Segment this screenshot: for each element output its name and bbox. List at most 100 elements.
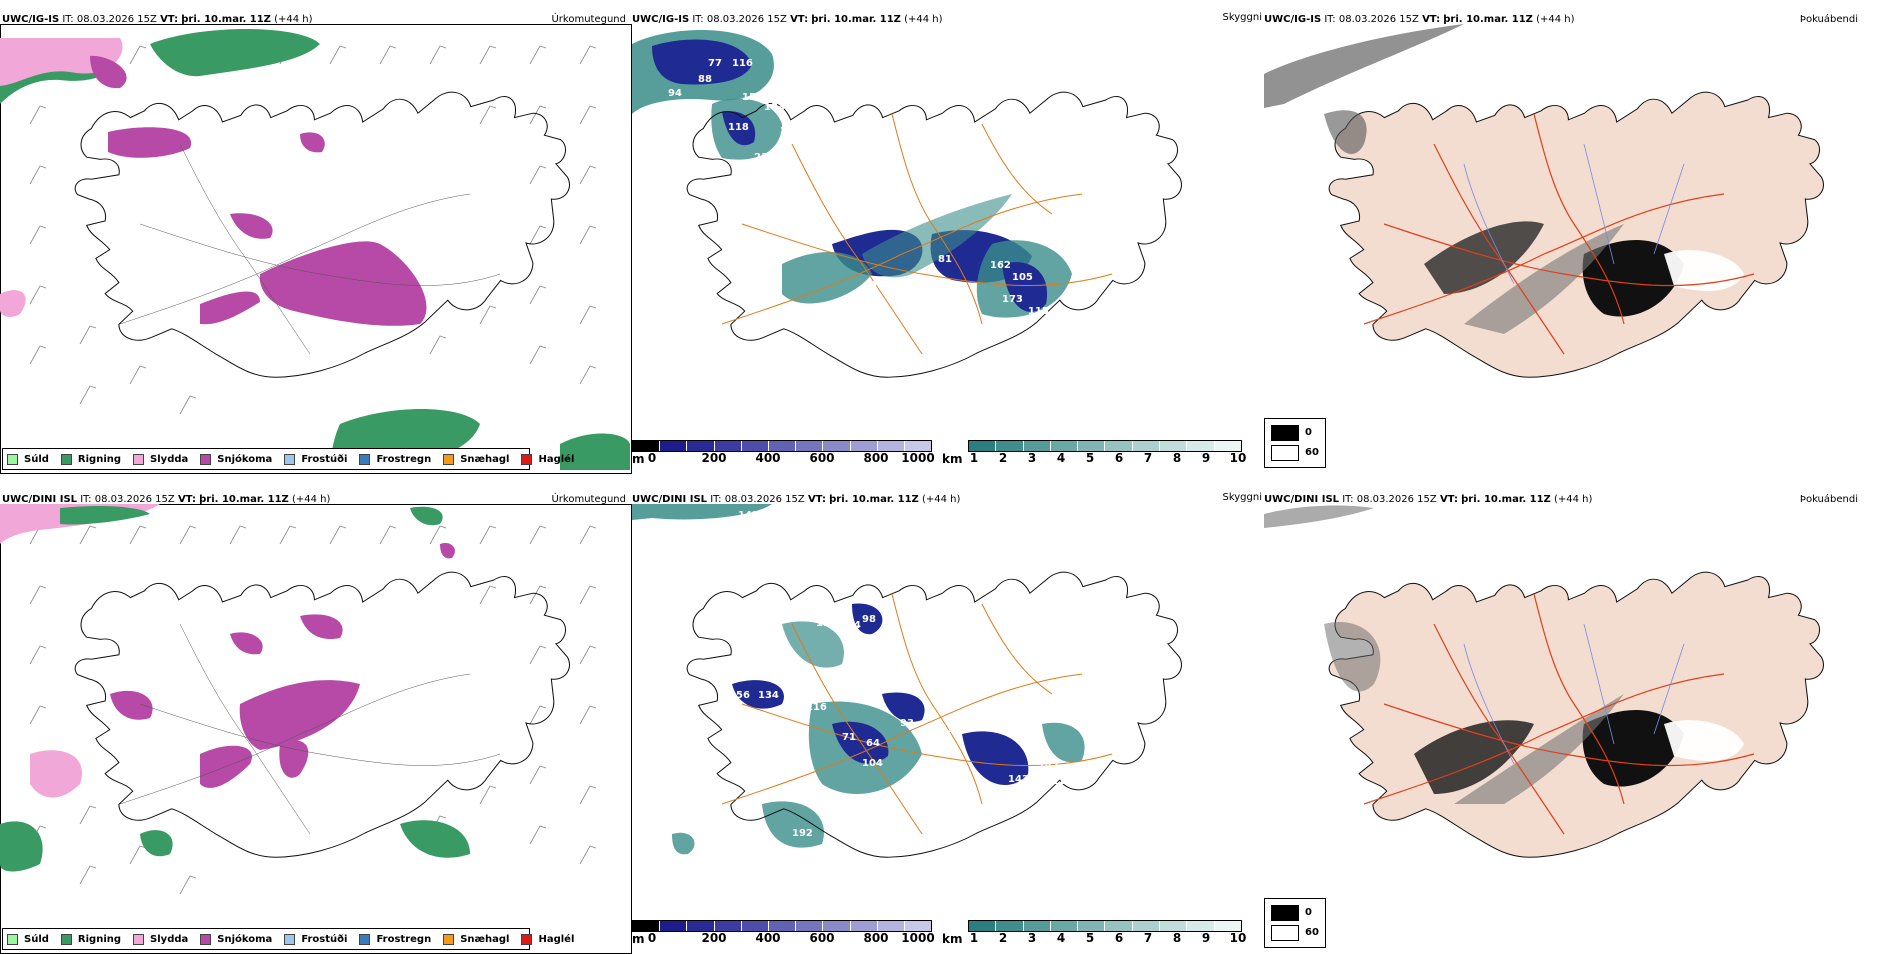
legend-item: Súld (7, 933, 49, 945)
tick-label: 3 (1027, 931, 1037, 945)
map-frame (0, 24, 632, 474)
legend-value-top: 0 (1305, 907, 1312, 918)
visibility-labels: 77 116 88 94 155 123 338 118 214 81 162 … (668, 58, 1066, 357)
tick-label: 7 (1143, 451, 1153, 465)
tick-label: 3 (1027, 451, 1037, 465)
visibility-value: 64 (866, 738, 880, 749)
road-lines (721, 593, 1113, 835)
visibility-value: 315 (910, 770, 931, 781)
valid-time: þri. 10.mar. 11Z (1461, 494, 1551, 505)
legend-swatch (200, 453, 212, 465)
model-name: UWC/IG-IS (1264, 14, 1322, 25)
tick-label: 600 (809, 931, 835, 945)
tick-label: 800 (863, 931, 889, 945)
legend-item: Slydda (133, 933, 188, 945)
fog-index-panel-bottom: UWC/DINI ISL IT: 08.03.2026 15Z VT: þri.… (1264, 490, 1900, 954)
precip-area-snow (259, 241, 427, 326)
panel-title: Þokuábendi (1799, 14, 1858, 25)
tick-label: 1000 (901, 931, 935, 945)
panel-header: UWC/IG-IS IT: 08.03.2026 15Z VT: þri. 10… (2, 14, 313, 25)
precip-area-snow (110, 690, 153, 720)
precip-type-panel-bottom: UWC/DINI ISL IT: 08.03.2026 15Z VT: þri.… (0, 490, 632, 954)
panel-title: Þokuábendi (1799, 494, 1858, 505)
precip-area-sleet (0, 38, 123, 86)
precip-area-snow (279, 740, 309, 778)
init-time: IT: 08.03.2026 15Z (80, 494, 175, 505)
visibility-value: 93 (900, 718, 914, 729)
visibility-value: 134 (758, 690, 779, 701)
visibility-value: 142 (738, 510, 759, 521)
legend-item: Súld (7, 453, 49, 465)
visibility-value: 77 (708, 58, 722, 69)
legend-item: Frostúði (284, 933, 348, 945)
legend-item: Snæhagl (443, 453, 510, 465)
panel-header: UWC/DINI ISL IT: 08.03.2026 15Z VT: þri.… (632, 494, 960, 505)
river-lines (1463, 143, 1685, 285)
valid-time: þri. 10.mar. 11Z (811, 14, 901, 25)
height-colorbar-strip (632, 440, 932, 452)
legend-item: Frostúði (284, 453, 347, 465)
fog-legend: 0 60 (1264, 898, 1326, 948)
km-colorbar-strip (968, 920, 1242, 932)
lead-time: (+44 h) (274, 14, 313, 25)
precip-area-snow (230, 213, 273, 239)
legend-label: Haglél (538, 933, 575, 945)
legend-swatch-black (1271, 425, 1299, 441)
visibility-labels: 142 117 284 98 56 134 116 93 113 128 71 … (736, 510, 1073, 883)
visibility-value: 284 (840, 620, 861, 631)
valid-time-label: VT: (177, 494, 196, 505)
legend-value-bottom: 60 (1305, 927, 1319, 938)
legend-label: Haglél (538, 453, 575, 465)
km-colorbar: km 1 2 3 4 5 6 7 8 9 10 (942, 920, 1246, 948)
precip-area-snow (108, 127, 192, 158)
legend-label: Snæhagl (460, 453, 510, 465)
legend-item: Frostregn (359, 933, 431, 945)
precip-area-rain (560, 433, 630, 470)
legend-swatch (521, 453, 533, 465)
precip-area-snow (90, 55, 127, 89)
valid-time-label: VT: (807, 494, 826, 505)
legend-label: Frostregn (376, 453, 432, 465)
visibility-value: 143 (1008, 774, 1029, 785)
visibility-value: 66 (850, 290, 864, 301)
panel-header: UWC/DINI ISL IT: 08.03.2026 15Z VT: þri.… (2, 494, 330, 505)
panel-header: UWC/IG-IS IT: 08.03.2026 15Z VT: þri. 10… (632, 14, 943, 25)
lead-time: (+44 h) (921, 494, 961, 505)
visibility-value: 173 (1002, 294, 1023, 305)
tick-label: 1000 (901, 451, 935, 465)
legend-item: Haglél (521, 933, 575, 945)
valid-time-label: VT: (790, 14, 809, 25)
visibility-value: 177 (828, 824, 849, 835)
height-ticks: 0 200 400 600 800 1000 (632, 451, 935, 465)
height-colorbar: m 0 200 400 600 800 1000 (632, 920, 935, 948)
legend-label: Frostúði (301, 933, 348, 945)
tick-label: 200 (701, 931, 727, 945)
valid-time: þri. 10.mar. 11Z (199, 494, 289, 505)
legend-swatch (284, 453, 296, 465)
tick-label: 800 (863, 451, 889, 465)
tick-label: 4 (1056, 931, 1066, 945)
precip-area-sleet (30, 750, 82, 798)
tick-label: 4 (1056, 451, 1066, 465)
lead-time: (+44 h) (291, 494, 331, 505)
tick-label: 5 (1085, 451, 1095, 465)
valid-time: þri. 10.mar. 11Z (829, 494, 919, 505)
visibility-value: 104 (862, 758, 883, 769)
visibility-value: 71 (842, 732, 856, 743)
precip-area-rain (140, 830, 173, 857)
init-time: IT: 08.03.2026 15Z (710, 494, 805, 505)
visibility-value: 127 (1052, 776, 1073, 787)
precip-area-rain (400, 820, 470, 858)
legend-item: Rigning (60, 453, 121, 465)
tick-label: 0 (647, 451, 657, 465)
km-unit: km (942, 932, 963, 946)
legend-value-top: 0 (1305, 427, 1312, 438)
model-name: UWC/IG-IS (2, 14, 60, 25)
visibility-value: 98 (862, 614, 876, 625)
visibility-value: 128 (1012, 730, 1033, 741)
panel-title: Úrkomutegund (551, 14, 626, 25)
height-colorbar-strip (632, 920, 932, 932)
tick-label: 0 (647, 931, 657, 945)
km-unit: km (942, 452, 963, 466)
tick-label: 10 (1229, 451, 1247, 465)
